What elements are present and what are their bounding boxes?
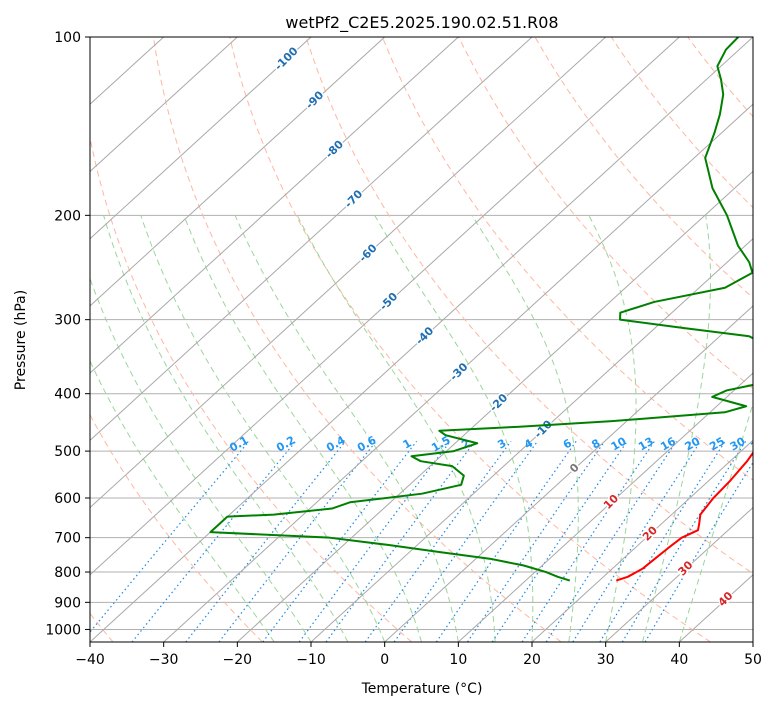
mixing-ratio-line [599, 440, 726, 642]
y-tick-label: 100 [54, 30, 81, 46]
plot-frame [89, 36, 754, 643]
y-tick-label: 1000 [45, 622, 81, 638]
x-tick-label: 0 [380, 652, 389, 668]
mixing-ratio-label: 1 [401, 437, 414, 452]
isotherm [384, 305, 753, 642]
isotherm [752, 641, 753, 642]
isotherm [90, 37, 238, 173]
mixing-ratio-line [491, 440, 628, 642]
mixing-ratio-label: 36 [748, 434, 768, 453]
dry-adiabat [152, 37, 562, 642]
mixing-ratio-line [218, 440, 377, 642]
moist-adiabat [642, 215, 712, 642]
moist-adiabat [90, 359, 275, 642]
temperature-line [615, 451, 753, 582]
x-tick-label: 30 [597, 652, 615, 668]
moist-adiabat [234, 215, 459, 642]
isotherms [90, 37, 753, 642]
isotherm-label: -100 [272, 44, 301, 73]
dry-adiabat [687, 37, 753, 118]
moist-adiabat [374, 215, 534, 642]
moist-adiabat [471, 215, 579, 642]
y-tick-label: 200 [54, 208, 81, 224]
mixing-ratio-line [572, 440, 702, 642]
dewpoint-line [209, 37, 753, 582]
isotherm [531, 439, 753, 642]
mixing-ratio-line [90, 440, 250, 634]
x-tick-label: −20 [223, 652, 253, 668]
dry-adiabat [534, 37, 753, 299]
isotherm [605, 506, 753, 642]
dry-adiabat [305, 37, 753, 575]
y-tick-label: 700 [54, 531, 81, 547]
moist-adiabat [296, 215, 496, 642]
plot-area: 0.1 0.2 0.4 0.6 1 1.5 2 3 4 6 8 10 13 16 20 25 30 36 -100… [90, 37, 775, 642]
mixing-ratio-line [621, 440, 747, 642]
mixing-ratio-line [467, 440, 606, 642]
x-tick-label: −40 [75, 652, 105, 668]
moist-adiabats [90, 215, 753, 642]
mixing-ratio-line [262, 440, 418, 642]
isotherm [457, 372, 753, 642]
mixing-ratio-label: 6 [561, 436, 574, 451]
moist-adiabat [103, 215, 349, 642]
y-tick-label: 900 [54, 595, 81, 611]
mixing-ratio-lines [90, 440, 753, 642]
moist-adiabat [140, 215, 386, 642]
sounding-series [209, 37, 753, 582]
mixing-ratio-line [644, 461, 753, 642]
dry-adiabat [764, 37, 775, 642]
isotherm [90, 37, 533, 442]
moist-adiabat [588, 215, 637, 642]
mixing-ratio-line [131, 440, 297, 642]
isotherm [90, 37, 312, 240]
moist-adiabat [90, 277, 312, 642]
dry-adiabat [381, 37, 753, 481]
dry-adiabat [90, 413, 263, 642]
x-tick-label: 10 [449, 652, 467, 668]
y-tick-label: 600 [54, 491, 81, 507]
x-axis-label: Temperature (°C) [361, 681, 483, 697]
isotherm [90, 37, 680, 576]
mixing-ratio-line [521, 440, 655, 642]
mixing-ratio-label: 3 [495, 437, 508, 452]
isotherm [163, 103, 753, 642]
mixing-ratio-labels: 0.1 0.2 0.4 0.6 1 1.5 2 3 4 6 8 10 13 16 20 25 30 36 [227, 433, 768, 454]
isotherm [90, 37, 459, 374]
y-axis-label: Pressure (hPa) [13, 290, 29, 390]
isotherm [90, 37, 753, 642]
mixing-ratio-line [393, 440, 538, 642]
x-tick-label: 50 [744, 652, 762, 668]
dry-adiabat [229, 37, 711, 642]
y-tick-label: 300 [54, 313, 81, 329]
isotherm [90, 37, 607, 509]
chart-title: wetPf2_C2E5.2025.190.02.51.R08 [285, 13, 558, 33]
moist-adiabat [678, 401, 753, 642]
x-tick-label: −10 [296, 652, 326, 668]
mixing-ratio-line [545, 440, 677, 642]
y-axis-ticks: 1000 900 800 700 600 500 400 300 200 100 [45, 30, 90, 638]
isotherm [310, 237, 753, 642]
y-tick-label: 800 [54, 565, 81, 581]
dry-adiabats [90, 37, 775, 642]
mixing-ratio-line [298, 440, 451, 642]
isotherm [236, 170, 753, 642]
y-tick-label: 400 [54, 387, 81, 403]
x-tick-label: 40 [670, 652, 688, 668]
x-tick-label: 20 [523, 652, 541, 668]
dry-adiabat [610, 37, 753, 209]
mixing-ratio-line [435, 440, 577, 642]
pressure-gridlines [90, 37, 753, 630]
x-tick-label: −30 [149, 652, 179, 668]
x-axis-ticks: −40 −30 −20 −10 0 10 20 30 40 50 [75, 642, 762, 668]
isotherm [90, 37, 386, 307]
mixing-ratio-line [364, 440, 512, 642]
mixing-ratio-line [325, 440, 476, 642]
moist-adiabat [183, 215, 422, 642]
y-tick-label: 500 [54, 444, 81, 460]
